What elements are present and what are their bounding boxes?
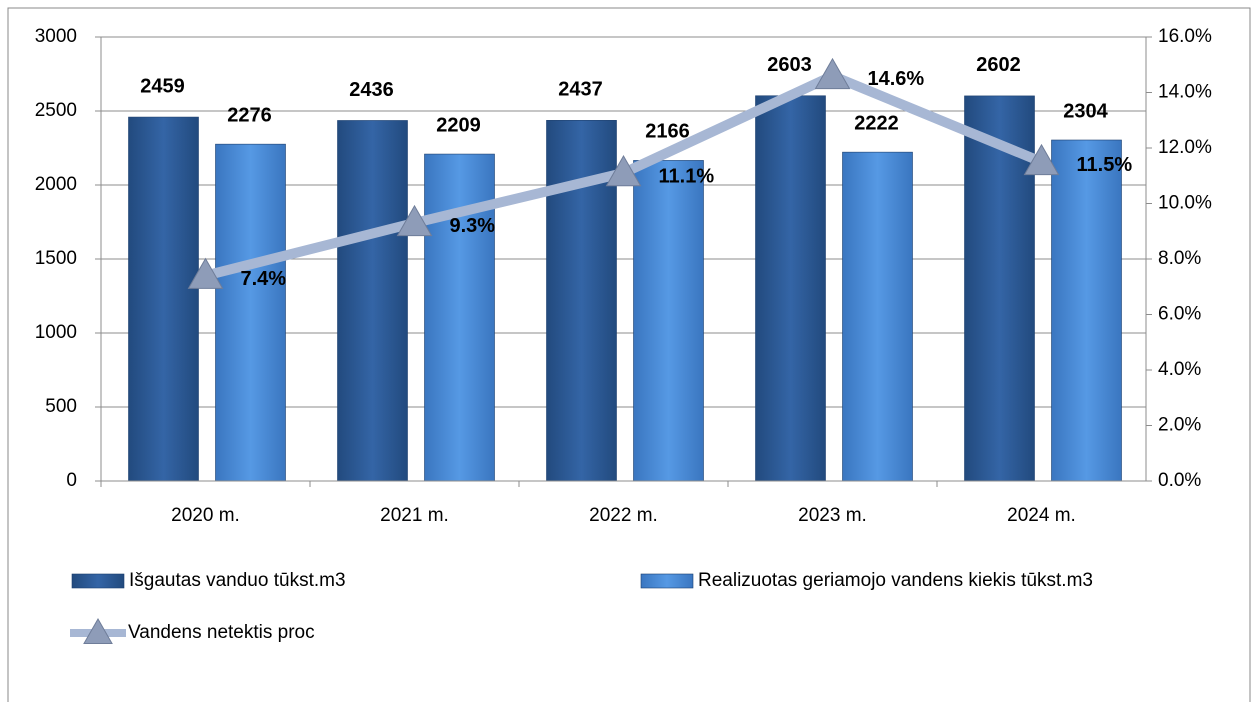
data-label: 2603 [767,54,812,76]
bar [755,95,826,482]
bar [964,95,1035,482]
x-tick-label: 2020 m. [171,505,240,526]
y-tick-label: 1000 [35,322,77,343]
bar [215,143,286,482]
x-tick-label: 2022 m. [589,505,658,526]
y2-tick-label: 2.0% [1158,415,1201,436]
y2-tick-label: 0.0% [1158,470,1201,491]
x-tick-label: 2023 m. [798,505,867,526]
y2-tick-label: 12.0% [1158,137,1212,158]
data-label: 11.5% [1077,154,1133,176]
data-label: 14.6% [868,68,925,90]
y-tick-label: 1500 [35,248,77,269]
y2-tick-label: 8.0% [1158,248,1201,269]
legend-swatch [71,573,125,589]
y2-tick-label: 6.0% [1158,304,1201,325]
y-tick-label: 2500 [35,100,77,121]
legend-label: Vandens netektis proc [128,622,315,643]
legend-swatch [640,573,694,589]
data-label: 9.3% [450,215,496,237]
data-label: 2166 [645,121,690,143]
legend-label: Išgautas vanduo tūkst.m3 [129,570,346,591]
marker [187,257,224,289]
data-label: 2459 [140,75,185,97]
frame [7,7,1251,702]
y-tick-label: 2000 [35,174,77,195]
y-tick-label: 0 [66,470,77,491]
bar [128,116,199,482]
data-label: 2304 [1063,100,1108,122]
y2-tick-label: 14.0% [1158,82,1212,103]
bar [633,160,704,482]
y-tick-label: 3000 [35,26,77,47]
legend-marker [83,617,113,644]
bar [1051,139,1122,482]
marker [605,154,642,187]
y-tick-label: 500 [45,396,77,417]
data-label: 2437 [558,79,603,101]
y2-tick-label: 10.0% [1158,193,1212,214]
bar [337,120,408,482]
x-tick-label: 2024 m. [1007,505,1076,526]
x-tick-label: 2021 m. [380,505,449,526]
marker [396,204,433,237]
legend-label: Realizuotas geriamojo vandens kiekis tūk… [698,570,1093,591]
marker [814,57,851,90]
bar [842,151,913,482]
data-label: 2436 [349,79,394,101]
data-label: 2222 [854,112,899,134]
data-label: 2276 [227,104,272,126]
data-label: 2209 [436,114,481,136]
data-label: 7.4% [241,268,287,290]
data-label: 2602 [976,54,1021,76]
y2-tick-label: 16.0% [1158,26,1212,47]
marker [1023,143,1060,176]
data-label: 11.1% [659,165,715,187]
y2-tick-label: 4.0% [1158,359,1201,380]
